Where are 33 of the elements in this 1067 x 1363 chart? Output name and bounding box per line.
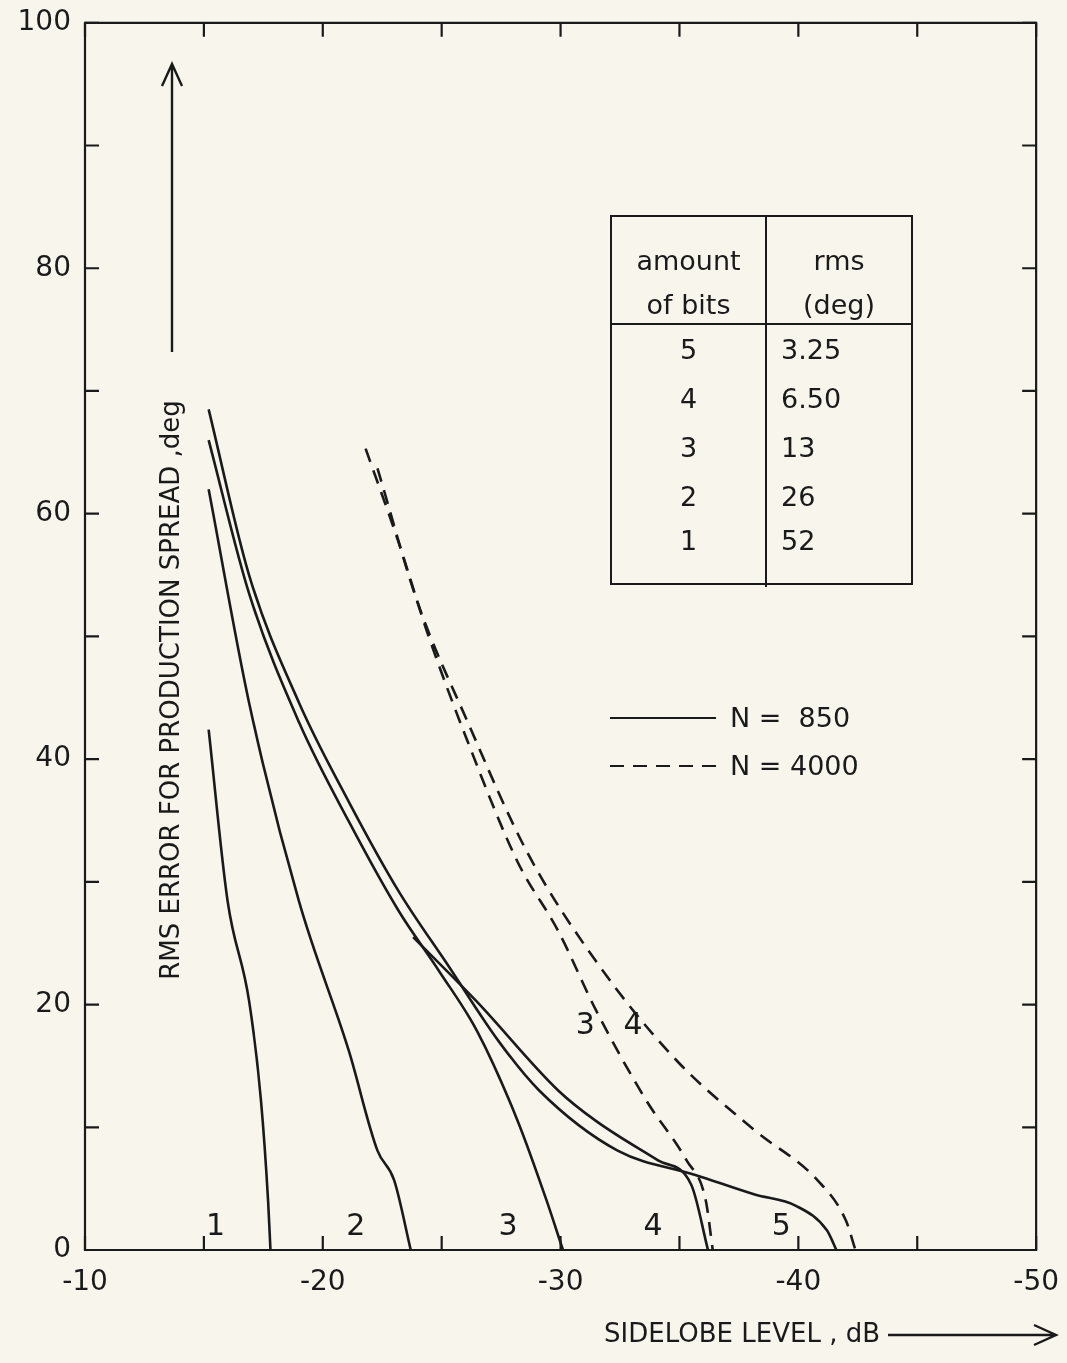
x-tick-label: -10 [62, 1264, 108, 1298]
annotation: 13 [780, 431, 817, 465]
y-tick-label: 80 [35, 249, 71, 283]
x-tick-label: -40 [775, 1264, 822, 1298]
series-label: 5 [771, 1206, 791, 1242]
y-tick-label: 60 [35, 494, 71, 528]
y-tick-label: 20 [35, 985, 71, 1019]
x-tick-label: -50 [1013, 1264, 1059, 1298]
annotation: 3 [612, 423, 767, 472]
annotation: amount of bits [612, 217, 767, 325]
annotation: 6.50 [780, 382, 843, 416]
annotation: 26 [780, 480, 817, 514]
annotation: rms (deg) [767, 217, 911, 325]
annotation: 4 [612, 374, 767, 423]
y-axis-title: RMS ERROR FOR PRODUCTION SPREAD ,deg [154, 400, 185, 980]
x-tick-label: -30 [537, 1264, 584, 1298]
annotation: N = 850 [730, 702, 851, 733]
y-tick-label: 40 [35, 740, 71, 774]
annotation: 5 [612, 325, 767, 374]
series-label: 4 [643, 1206, 663, 1242]
annotation: N = 4000 [730, 750, 859, 781]
annotation: 3.25 [780, 333, 843, 367]
series-label: 1 [205, 1206, 226, 1242]
x-axis-title: SIDELOBE LEVEL , dB [604, 1317, 880, 1348]
annotation: 1 [612, 521, 767, 587]
annotation: 52 [780, 524, 817, 558]
series-label: 3 [498, 1206, 518, 1242]
series-label: 2 [346, 1206, 366, 1242]
y-tick-label: 100 [17, 4, 71, 38]
annotation: 2 [612, 472, 767, 521]
x-tick-label: -20 [299, 1264, 346, 1298]
y-tick-label: 0 [53, 1231, 71, 1265]
series-label: 3 [575, 1006, 595, 1042]
